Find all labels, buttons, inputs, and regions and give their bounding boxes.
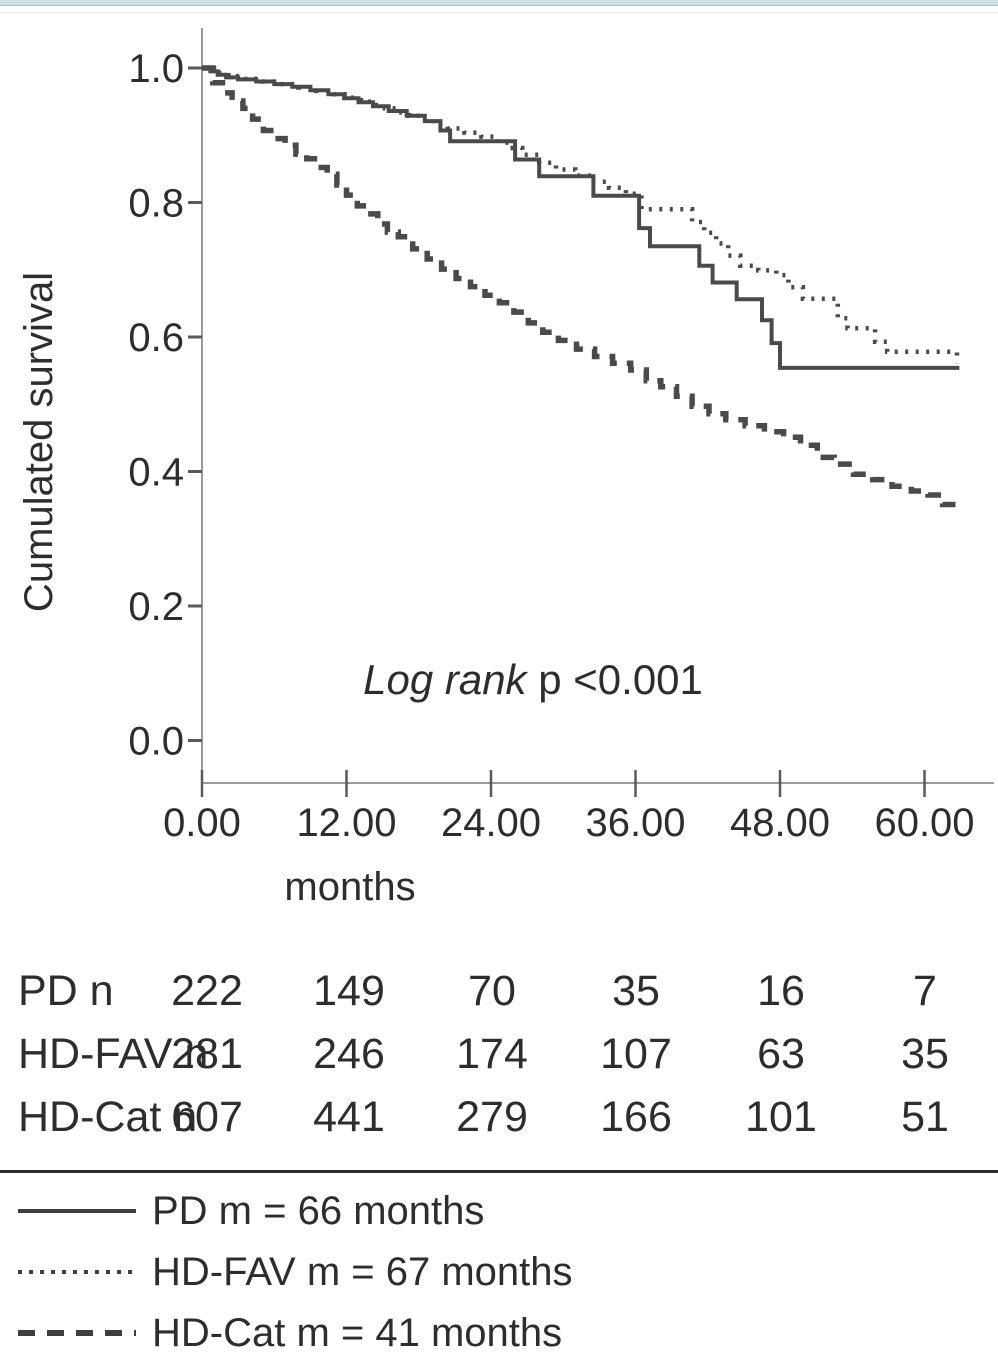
risk-count: 222 <box>171 967 243 1015</box>
x-axis-ticks: 0.00 12.00 24.00 36.00 48.00 60.00 <box>163 770 975 845</box>
risk-count: 281 <box>171 1030 243 1078</box>
x-axis-title: months <box>284 865 415 909</box>
risk-row-pd-n: PD n 222 149 70 35 16 7 <box>0 965 998 1017</box>
legend-item-dashed: HD-Cat m = 41 months <box>0 1308 998 1353</box>
x-tick-label: 36.00 <box>585 801 685 845</box>
legend-divider <box>0 1170 998 1173</box>
dotted-line-swatch <box>18 1270 136 1274</box>
curve-hd-cat <box>202 65 959 512</box>
y-tick-label: 1.0 <box>128 47 184 91</box>
curve-pd <box>202 66 960 370</box>
legend-item-solid: PD m = 66 months <box>0 1186 998 1236</box>
risk-row-hd-fav-n: HD-FAV n 281 246 174 107 63 35 <box>0 1028 998 1080</box>
x-tick-label: 0.00 <box>163 801 241 845</box>
risk-row-label: HD-Cat n <box>18 1093 198 1141</box>
risk-count: 607 <box>171 1093 243 1141</box>
risk-count: 63 <box>757 1030 805 1078</box>
risk-count: 246 <box>313 1030 385 1078</box>
dashed-line-swatch <box>18 1330 136 1336</box>
x-tick-label: 60.00 <box>874 801 974 845</box>
y-tick-label: 0.4 <box>128 451 184 495</box>
log-rank-annotation: Log rank p <0.001 <box>363 656 703 703</box>
y-axis-title: Cumulated survival <box>17 272 61 612</box>
top-accent-bar <box>0 0 998 6</box>
risk-row-label: PD n <box>18 967 114 1015</box>
y-tick-label: 0.8 <box>128 182 184 226</box>
legend-label: PD m = 66 months <box>152 1189 485 1233</box>
log-rank-annotation-italic: Log rank <box>363 656 528 703</box>
risk-count: 70 <box>468 967 516 1015</box>
y-tick-label: 0.2 <box>128 585 184 629</box>
risk-count: 51 <box>901 1093 949 1141</box>
risk-count: 174 <box>456 1030 528 1078</box>
x-tick-label: 12.00 <box>296 801 396 845</box>
log-rank-annotation-normal: p <0.001 <box>527 656 703 703</box>
legend-label: HD-Cat m = 41 months <box>152 1311 563 1353</box>
risk-row-label: HD-FAV n <box>18 1030 209 1078</box>
top-faint-line <box>0 12 998 13</box>
curve-hd-fav <box>202 65 960 364</box>
risk-count: 279 <box>456 1093 528 1141</box>
y-axis-ticks: 1.0 0.8 0.6 0.4 0.2 0.0 <box>128 47 202 764</box>
risk-count: 166 <box>600 1093 672 1141</box>
solid-line-swatch <box>18 1209 136 1213</box>
legend-label: HD-FAV m = 67 months <box>152 1250 573 1294</box>
risk-count: 441 <box>313 1093 385 1141</box>
km-plot: 0.00 12.00 24.00 36.00 48.00 60.00 1.0 0.8 0.6 0… <box>17 28 994 909</box>
survival-curves <box>202 65 960 512</box>
risk-row-hd-cat-n: HD-Cat n 607 441 279 166 101 51 <box>0 1091 998 1143</box>
y-tick-label: 0.0 <box>128 720 184 764</box>
risk-count: 16 <box>757 967 805 1015</box>
risk-count: 35 <box>901 1030 949 1078</box>
y-tick-label: 0.6 <box>128 316 184 360</box>
risk-count: 149 <box>313 967 385 1015</box>
risk-count: 107 <box>600 1030 672 1078</box>
legend-item-dotted: HD-FAV m = 67 months <box>0 1247 998 1297</box>
risk-count: 35 <box>612 967 660 1015</box>
risk-count: 101 <box>745 1093 817 1141</box>
risk-count: 7 <box>913 967 937 1015</box>
x-tick-label: 24.00 <box>441 801 541 845</box>
x-tick-label: 48.00 <box>730 801 830 845</box>
